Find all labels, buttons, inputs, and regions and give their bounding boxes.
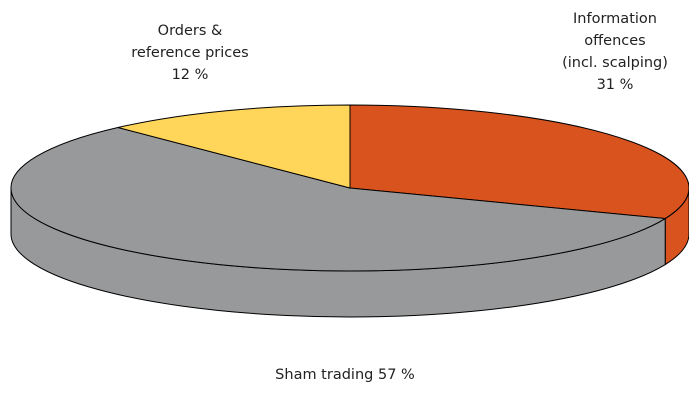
slice-label: Information offences (incl. scalping) 31 …: [540, 8, 689, 96]
slice-label: Sham trading 57 %: [170, 364, 520, 386]
category-label: Sham trading: [275, 367, 374, 383]
value-label: 57 %: [377, 367, 415, 383]
slice-label: Orders & reference prices 12 %: [100, 20, 280, 86]
slice: [117, 104, 351, 189]
slice: [10, 126, 667, 272]
slice: [349, 104, 689, 220]
category-label: Orders & reference prices: [131, 23, 249, 61]
value-label: 12 %: [171, 67, 209, 83]
category-label: Information offences (incl. scalping): [562, 11, 668, 71]
value-label: 31 %: [596, 77, 634, 93]
